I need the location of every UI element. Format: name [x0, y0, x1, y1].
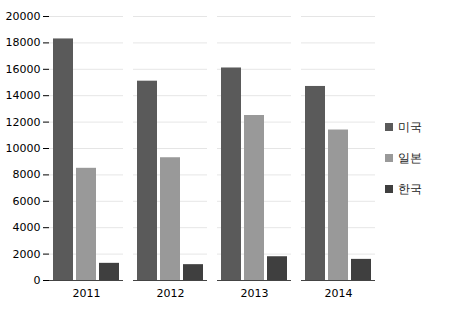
svg-text:2014: 2014 [325, 287, 353, 300]
svg-text:6000: 6000 [13, 195, 41, 208]
html-text:미국: 미국 [398, 119, 422, 134]
svg-text:10000: 10000 [6, 142, 41, 155]
svg-text:4000: 4000 [13, 221, 41, 234]
html-text:한국: 한국 [398, 181, 422, 196]
svg-text:2013: 2013 [241, 287, 269, 300]
svg-text:0: 0 [34, 274, 41, 287]
svg-text:20000: 20000 [6, 10, 41, 23]
svg-text:14000: 14000 [6, 89, 41, 102]
html-text:일본: 일본 [398, 150, 422, 165]
svg-text:18000: 18000 [6, 36, 41, 49]
svg-text:12000: 12000 [6, 116, 41, 129]
svg-text:16000: 16000 [6, 63, 41, 76]
svg-text:2012: 2012 [157, 287, 185, 300]
svg-text:8000: 8000 [13, 168, 41, 181]
svg-text:2011: 2011 [73, 287, 101, 300]
svg-text:2000: 2000 [13, 248, 41, 261]
